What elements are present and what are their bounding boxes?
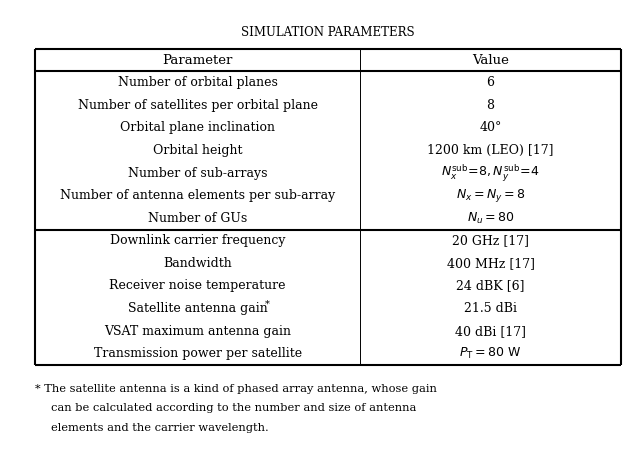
- Text: Number of orbital planes: Number of orbital planes: [118, 76, 278, 89]
- Text: Value: Value: [472, 54, 509, 67]
- Text: Parameter: Parameter: [163, 54, 233, 67]
- Text: Downlink carrier frequency: Downlink carrier frequency: [110, 234, 285, 247]
- Text: Orbital height: Orbital height: [153, 144, 243, 157]
- Text: SIMULATION PARAMETERS: SIMULATION PARAMETERS: [241, 26, 415, 39]
- Text: $P_{\rm T} = 80$ W: $P_{\rm T} = 80$ W: [460, 346, 522, 361]
- Text: *: *: [264, 300, 269, 309]
- Text: Number of sub-arrays: Number of sub-arrays: [128, 167, 268, 180]
- Text: 21.5 dBi: 21.5 dBi: [464, 302, 517, 315]
- Text: 400 MHz [17]: 400 MHz [17]: [447, 257, 534, 270]
- Text: 24 dBK [6]: 24 dBK [6]: [456, 279, 525, 292]
- Text: 20 GHz [17]: 20 GHz [17]: [452, 234, 529, 247]
- Text: Number of satellites per orbital plane: Number of satellites per orbital plane: [77, 99, 317, 112]
- Text: * The satellite antenna is a kind of phased array antenna, whose gain: * The satellite antenna is a kind of pha…: [35, 384, 437, 394]
- Text: Receiver noise temperature: Receiver noise temperature: [109, 279, 286, 292]
- Text: 1200 km (LEO) [17]: 1200 km (LEO) [17]: [428, 144, 554, 157]
- Text: can be calculated according to the number and size of antenna: can be calculated according to the numbe…: [51, 403, 417, 413]
- Text: Bandwidth: Bandwidth: [163, 257, 232, 270]
- Text: VSAT maximum antenna gain: VSAT maximum antenna gain: [104, 325, 291, 337]
- Text: $N_x = N_y = 8$: $N_x = N_y = 8$: [456, 187, 525, 204]
- Text: $N_x^{\rm sub}\!=\!8,N_y^{\rm sub}\!=\!4$: $N_x^{\rm sub}\!=\!8,N_y^{\rm sub}\!=\!4…: [441, 162, 540, 183]
- Text: 8: 8: [486, 99, 495, 112]
- Text: 40°: 40°: [479, 121, 502, 134]
- Text: Transmission power per satellite: Transmission power per satellite: [93, 347, 302, 360]
- Text: Number of antenna elements per sub-array: Number of antenna elements per sub-array: [60, 189, 335, 202]
- Text: Satellite antenna gain: Satellite antenna gain: [128, 302, 268, 315]
- Text: 40 dBi [17]: 40 dBi [17]: [455, 325, 526, 337]
- Text: Number of GUs: Number of GUs: [148, 212, 247, 225]
- Text: $N_u = 80$: $N_u = 80$: [467, 211, 515, 226]
- Text: elements and the carrier wavelength.: elements and the carrier wavelength.: [51, 423, 269, 433]
- Text: Orbital plane inclination: Orbital plane inclination: [120, 121, 275, 134]
- Text: 6: 6: [486, 76, 495, 89]
